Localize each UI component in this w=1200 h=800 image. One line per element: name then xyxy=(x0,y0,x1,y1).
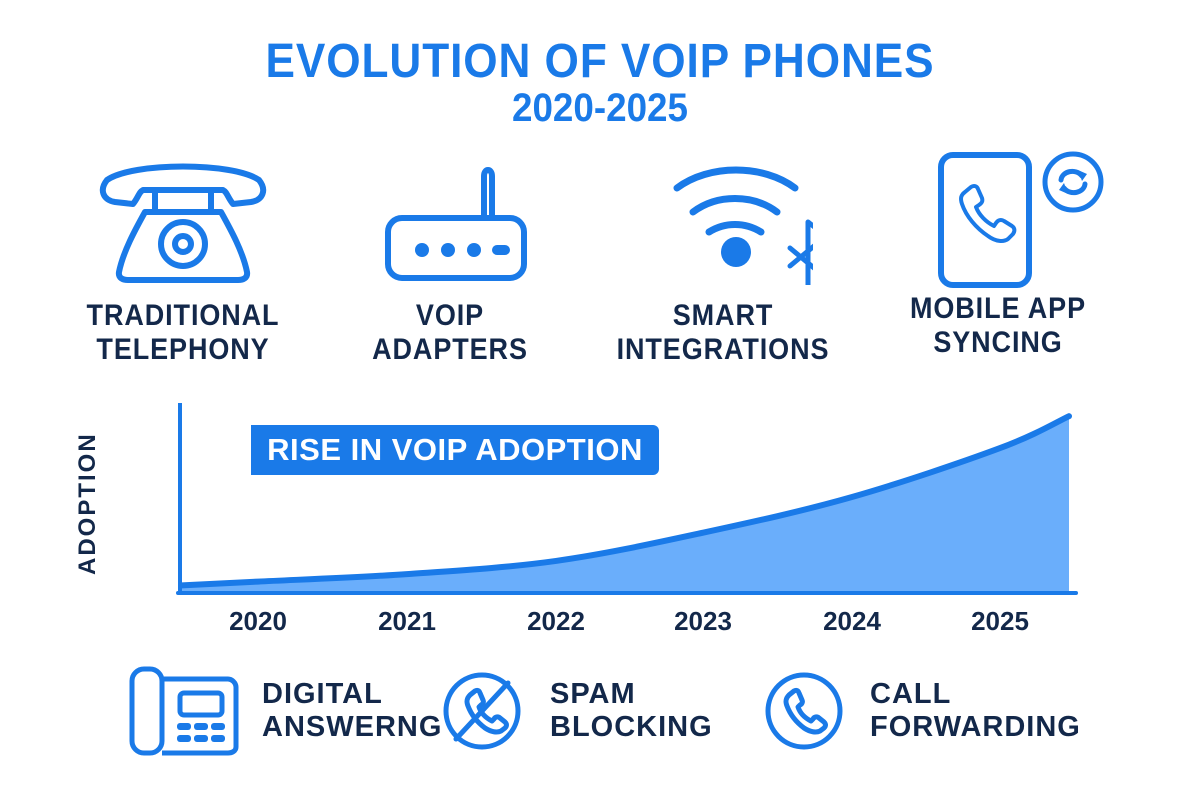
stage-label-line1: VOIP xyxy=(415,299,485,332)
subtitle-years: 2020-2025 xyxy=(511,86,688,130)
area-fill xyxy=(182,416,1069,591)
wifi-bluetooth-icon xyxy=(673,166,813,285)
x-tick-label: 2025 xyxy=(971,606,1029,636)
y-axis-label: ADOPTION xyxy=(74,432,101,575)
x-tick-label: 2020 xyxy=(229,606,287,636)
feature-call-forwarding: CALL FORWARDING xyxy=(762,665,1081,757)
feature-label-line2: ANSWERNG xyxy=(262,711,443,743)
feature-label-line1: DIGITAL xyxy=(262,678,383,710)
blocked-call-icon xyxy=(443,672,521,750)
stage-traditional-telephony: TRADITIONAL TELEPHONY xyxy=(63,160,303,367)
call-circle-icon xyxy=(765,672,843,750)
stage-label-line2: INTEGRATIONS xyxy=(616,333,830,366)
desk-phone-icon xyxy=(129,666,239,756)
feature-label: DIGITAL ANSWERNG xyxy=(262,678,442,744)
x-tick-label: 2023 xyxy=(674,606,732,636)
stage-label-line2: TELEPHONY xyxy=(96,333,270,366)
feature-label-line1: CALL xyxy=(870,678,952,710)
x-tick-label: 2022 xyxy=(527,606,585,636)
rotary-telephone-icon xyxy=(99,163,267,283)
feature-label-line1: SPAM xyxy=(550,678,636,710)
stage-label-line1: MOBILE APP xyxy=(909,292,1087,325)
mobile-sync-icon xyxy=(938,151,1104,288)
stage-smart-integrations: SMART INTEGRATIONS xyxy=(603,160,843,367)
stage-mobile-app-syncing: MOBILE APP SYNCING xyxy=(878,150,1118,360)
feature-label-line2: BLOCKING xyxy=(550,711,713,743)
feature-label: SPAM BLOCKING xyxy=(550,678,713,744)
x-tick-label: 2021 xyxy=(378,606,436,636)
stage-voip-adapters: VOIP ADAPTERS xyxy=(330,160,570,367)
trend-line xyxy=(179,413,1072,589)
feature-label: CALL FORWARDING xyxy=(870,678,1081,744)
router-adapter-icon xyxy=(385,167,527,281)
stage-label-line2: SYNCING xyxy=(933,326,1063,359)
stage-label-line1: SMART xyxy=(672,299,774,332)
feature-digital-answering: DIGITAL ANSWERNG xyxy=(128,665,442,757)
chart-title-badge: RISE IN VOIP ADOPTION xyxy=(251,425,659,475)
stage-label-line2: ADAPTERS xyxy=(372,333,528,366)
main-title: EVOLUTION OF VOIP PHONES xyxy=(265,35,935,88)
feature-spam-blocking: SPAM BLOCKING xyxy=(440,665,713,757)
feature-label-line2: FORWARDING xyxy=(870,711,1081,743)
x-tick-label: 2024 xyxy=(823,606,881,636)
stage-label-line1: TRADITIONAL xyxy=(86,299,280,332)
